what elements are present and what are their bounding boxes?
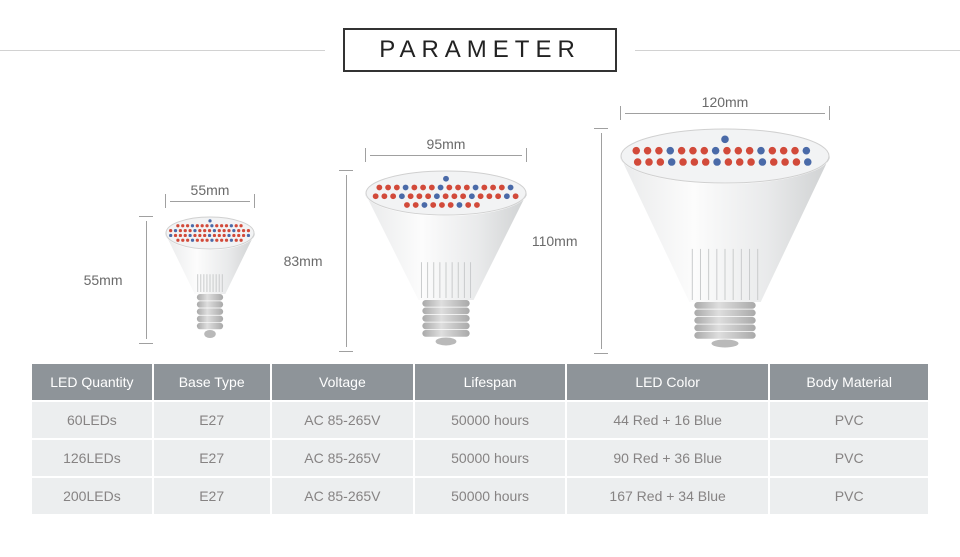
- table-row: 200LEDsE27AC 85-265V50000 hours167 Red +…: [31, 477, 929, 515]
- table-header-row: LED QuantityBase TypeVoltageLifespanLED …: [31, 363, 929, 401]
- table-row: 126LEDsE27AC 85-265V50000 hours90 Red + …: [31, 439, 929, 477]
- table-cell: AC 85-265V: [271, 439, 415, 477]
- table-cell: 167 Red + 34 Blue: [566, 477, 769, 515]
- table-cell: AC 85-265V: [271, 401, 415, 439]
- height-dimension: 110mm: [594, 128, 608, 354]
- height-dimension: 55mm: [139, 216, 153, 344]
- height-dimension: 83mm: [339, 170, 353, 352]
- height-label: 110mm: [532, 233, 578, 249]
- bulbs-diagram: 55mm55mm95mm83mm120mm110mm: [0, 96, 960, 362]
- table-row: 60LEDsE27AC 85-265V50000 hours44 Red + 1…: [31, 401, 929, 439]
- table-cell: 90 Red + 36 Blue: [566, 439, 769, 477]
- table-cell: E27: [153, 439, 271, 477]
- header: PARAMETER: [0, 0, 960, 96]
- table-cell: 50000 hours: [414, 401, 566, 439]
- rule-right: [635, 50, 960, 51]
- table-cell: AC 85-265V: [271, 477, 415, 515]
- bulb-illustration: [165, 216, 255, 350]
- col-header: Base Type: [153, 363, 271, 401]
- col-header: LED Quantity: [31, 363, 153, 401]
- col-header: Lifespan: [414, 363, 566, 401]
- width-dimension: 55mm: [165, 194, 255, 208]
- col-header: Voltage: [271, 363, 415, 401]
- table-cell: E27: [153, 477, 271, 515]
- table-cell: PVC: [769, 439, 929, 477]
- table-body: 60LEDsE27AC 85-265V50000 hours44 Red + 1…: [31, 401, 929, 515]
- width-dimension: 95mm: [365, 148, 527, 162]
- width-label: 55mm: [191, 182, 230, 198]
- table-cell: 126LEDs: [31, 439, 153, 477]
- height-label: 55mm: [84, 272, 123, 288]
- table-cell: E27: [153, 401, 271, 439]
- table-cell: PVC: [769, 477, 929, 515]
- table-cell: 200LEDs: [31, 477, 153, 515]
- width-label: 95mm: [427, 136, 466, 152]
- table-cell: 60LEDs: [31, 401, 153, 439]
- table-cell: PVC: [769, 401, 929, 439]
- table-cell: 50000 hours: [414, 439, 566, 477]
- col-header: Body Material: [769, 363, 929, 401]
- page-title: PARAMETER: [343, 28, 617, 72]
- bulb-illustration: [620, 128, 830, 360]
- spec-table: LED QuantityBase TypeVoltageLifespanLED …: [30, 362, 930, 516]
- bulb-illustration: [365, 170, 527, 358]
- table-cell: 44 Red + 16 Blue: [566, 401, 769, 439]
- width-dimension: 120mm: [620, 106, 830, 120]
- height-label: 83mm: [284, 253, 323, 269]
- rule-left: [0, 50, 325, 51]
- width-label: 120mm: [702, 94, 749, 110]
- col-header: LED Color: [566, 363, 769, 401]
- table-cell: 50000 hours: [414, 477, 566, 515]
